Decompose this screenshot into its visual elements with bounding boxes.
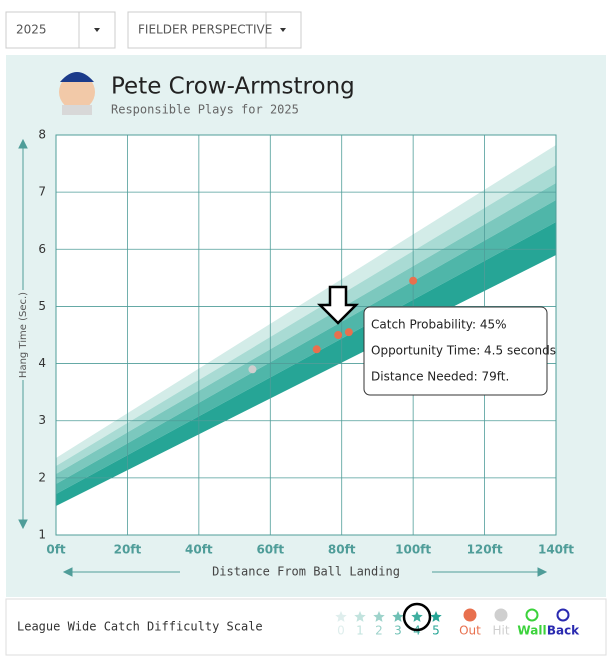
y-tick-label: 3 (38, 413, 46, 427)
avatar-shirt (62, 105, 92, 115)
dropdown-arrow (280, 28, 286, 32)
legend-strip (5, 598, 607, 656)
star-label: 3 (394, 624, 402, 638)
scale-title: League Wide Catch Difficulty Scale (17, 620, 263, 634)
y-tick-label: 7 (38, 185, 46, 199)
band (56, 183, 556, 484)
avatar-cap (60, 72, 94, 82)
perspective-value: FIELDER PERSPECTIVE (138, 23, 272, 37)
x-tick-label: 80ft (328, 543, 356, 557)
y-axis-arrows (18, 138, 28, 530)
star-icon (335, 611, 347, 622)
legend-symbol (463, 608, 477, 622)
star-icon (411, 611, 423, 622)
band (56, 165, 556, 474)
band (56, 145, 556, 466)
legend-label: Out (459, 624, 481, 638)
band (56, 222, 556, 506)
point (334, 331, 343, 339)
x-tick-label: 20ft (114, 543, 142, 557)
legend-label: Wall (517, 624, 546, 638)
perspective-dropdown[interactable] (127, 11, 302, 49)
star-label: 0 (337, 624, 345, 638)
annotation-circle (402, 602, 432, 632)
star-label: 5 (432, 624, 440, 638)
y-tick-label: 5 (38, 299, 46, 313)
chart-subtitle: Responsible Plays for 2025 (111, 103, 299, 117)
x-tick-label: 140ft (538, 543, 574, 557)
star-icon (373, 611, 385, 622)
point (248, 365, 257, 374)
difficulty-bands (56, 145, 556, 506)
tooltip (363, 306, 548, 396)
x-tick-label: 100ft (395, 543, 431, 557)
star-label: 1 (356, 624, 364, 638)
legend-label: Hit (492, 624, 509, 638)
point (409, 276, 418, 285)
y-tick-label: 8 (38, 128, 46, 142)
legend-label: Back (547, 624, 580, 638)
star-label: 2 (375, 624, 383, 638)
dropdown-arrow (94, 28, 100, 32)
x-tick-label: 60ft (256, 543, 284, 557)
x-tick-label: 40ft (185, 543, 213, 557)
year-value: 2025 (16, 23, 47, 37)
x-axis-label: Distance From Ball Landing (212, 565, 400, 579)
legend-symbol (556, 608, 570, 622)
y-axis-label: Hang Time (Sec.) (18, 292, 29, 378)
x-tick-label: 120ft (467, 543, 503, 557)
x-axis-arrows (62, 567, 548, 577)
legend-symbol (494, 608, 508, 622)
chart-title: Pete Crow-Armstrong (111, 74, 355, 100)
x-tick-label: 0ft (46, 543, 66, 557)
y-tick-label: 1 (38, 528, 46, 542)
y-tick-label: 4 (38, 356, 46, 370)
y-tick-label: 6 (38, 242, 46, 256)
plot (55, 134, 557, 536)
star-icon (392, 611, 404, 622)
avatar (59, 74, 95, 110)
star-icon (354, 611, 366, 622)
plot-border (55, 134, 557, 536)
legend-symbol (525, 608, 539, 622)
tooltip-line: Catch Probability: 45% (371, 318, 507, 332)
y-tick-label: 2 (38, 470, 46, 484)
tooltip-line: Distance Needed: 79ft. (371, 370, 509, 384)
tooltip-line: Opportunity Time: 4.5 seconds (371, 344, 556, 358)
star-icon (430, 611, 442, 622)
annotation-arrow (316, 285, 360, 325)
point (344, 328, 353, 337)
point (312, 345, 321, 354)
